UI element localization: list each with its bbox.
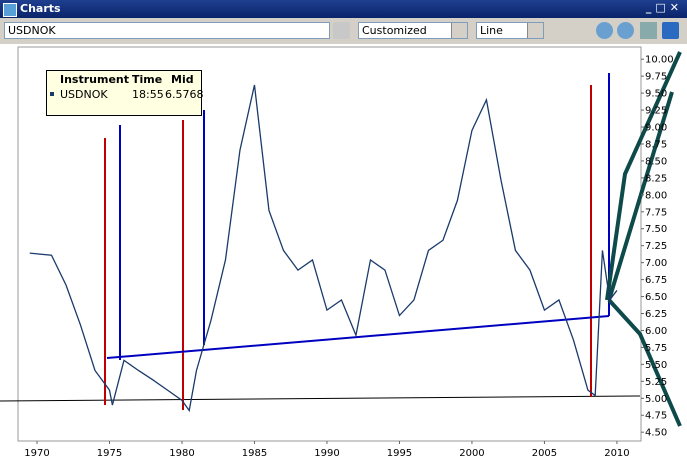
grid-toggle[interactable] bbox=[640, 22, 657, 39]
y-tick-label: 5.75 bbox=[645, 343, 667, 354]
y-tick-label: 10.00 bbox=[645, 55, 674, 66]
y-tick-label: 4.50 bbox=[645, 428, 667, 439]
y-tick-label: 9.25 bbox=[645, 106, 667, 117]
zoom-out[interactable] bbox=[617, 22, 634, 39]
y-tick-label: 8.75 bbox=[645, 139, 667, 150]
red-markers bbox=[104, 85, 592, 410]
x-tick-label: 1980 bbox=[169, 448, 194, 459]
legend: Instrument Time Mid USDNOK 18:55 6.5768 bbox=[46, 70, 204, 116]
y-tick-label: 9.75 bbox=[645, 72, 667, 83]
x-tick-label: 1985 bbox=[242, 448, 267, 459]
legend-instrument: USDNOK bbox=[60, 88, 108, 101]
y-tick-label: 7.50 bbox=[645, 224, 667, 235]
y-tick-label: 7.00 bbox=[645, 258, 667, 269]
support-line bbox=[0, 395, 641, 402]
legend-header: Time bbox=[132, 73, 163, 86]
y-tick-label: 5.50 bbox=[645, 360, 667, 371]
y-tick-label: 4.75 bbox=[645, 411, 667, 422]
y-tick-label: 8.00 bbox=[645, 190, 667, 201]
y-tick-label: 6.50 bbox=[645, 292, 667, 303]
x-tick-label: 1975 bbox=[97, 448, 122, 459]
window-title: Charts bbox=[20, 2, 61, 15]
forecast-arrows bbox=[605, 51, 682, 427]
x-tick-label: 1990 bbox=[314, 448, 339, 459]
info-button[interactable] bbox=[662, 22, 679, 39]
y-tick-label: 6.00 bbox=[645, 326, 667, 337]
legend-header: Mid bbox=[171, 73, 194, 86]
search-button[interactable] bbox=[333, 22, 350, 39]
y-tick-label: 6.25 bbox=[645, 309, 667, 320]
legend-mid: 6.5768 bbox=[165, 88, 204, 101]
y-tick-label: 7.75 bbox=[645, 207, 667, 218]
y-tick-label: 9.00 bbox=[645, 123, 667, 134]
x-tick-label: 2005 bbox=[532, 448, 557, 459]
legend-header: Instrument bbox=[60, 73, 129, 86]
window-buttons[interactable]: _□✕ bbox=[645, 1, 683, 14]
y-tick-label: 8.50 bbox=[645, 156, 667, 167]
plot-frame bbox=[17, 46, 642, 442]
zoom-in[interactable] bbox=[596, 22, 613, 39]
y-tick-label: 5.25 bbox=[645, 377, 667, 388]
x-tick-label: 2000 bbox=[459, 448, 484, 459]
y-tick-label: 5.00 bbox=[645, 394, 667, 405]
legend-time: 18:55 bbox=[132, 88, 164, 101]
app-icon bbox=[3, 3, 17, 17]
legend-swatch bbox=[50, 92, 54, 96]
style-dropdown[interactable]: Line bbox=[476, 22, 544, 39]
template-dropdown[interactable]: Customized bbox=[358, 22, 468, 39]
y-tick-label: 7.25 bbox=[645, 241, 667, 252]
y-tick-label: 8.25 bbox=[645, 173, 667, 184]
symbol-input[interactable]: USDNOK bbox=[4, 22, 330, 39]
price-line bbox=[29, 84, 618, 413]
y-tick-label: 6.75 bbox=[645, 275, 667, 286]
x-tick-label: 1970 bbox=[24, 448, 49, 459]
x-tick-label: 2010 bbox=[604, 448, 629, 459]
title-bar: Charts _□✕ bbox=[0, 0, 687, 18]
toolbar: USDNOK Customized Line bbox=[0, 18, 687, 44]
x-tick-label: 1995 bbox=[387, 448, 412, 459]
y-tick-label: 9.50 bbox=[645, 89, 667, 100]
